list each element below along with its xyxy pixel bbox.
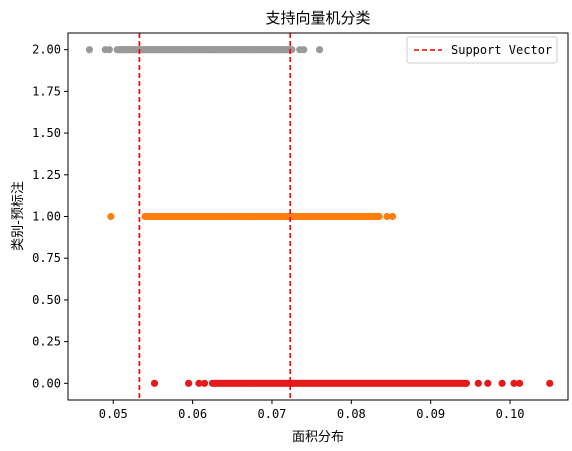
- x-tick-label: 0.05: [99, 407, 128, 421]
- data-point: [105, 46, 113, 54]
- data-point: [288, 46, 296, 54]
- x-axis-label: 面积分布: [292, 430, 344, 445]
- data-point: [510, 379, 518, 387]
- x-tick-label: 0.09: [416, 407, 445, 421]
- x-tick-label: 0.08: [337, 407, 366, 421]
- support-vector-lines: [138, 33, 292, 400]
- data-point: [85, 46, 94, 54]
- data-point: [300, 46, 308, 54]
- data-point: [383, 212, 391, 221]
- y-axis-label: 类别-预标注: [11, 181, 26, 251]
- data-point: [315, 46, 324, 54]
- y-tick-label: 0.25: [32, 335, 61, 349]
- data-point: [515, 379, 524, 387]
- y-tick-label: 0.00: [32, 376, 61, 390]
- y-tick-label: 1.25: [32, 168, 61, 182]
- y-tick-label: 1.75: [32, 84, 61, 98]
- data-point: [200, 379, 209, 387]
- data-point: [195, 379, 203, 387]
- data-point: [389, 212, 397, 221]
- x-tick-label: 0.07: [258, 407, 287, 421]
- legend-entry-support-vector: Support Vector: [451, 43, 552, 57]
- data-point: [484, 379, 492, 387]
- axes: 0.05 0.06 0.07 0.08 0.09 0.10 0.00 0.25 0.50 0.75…: [32, 32, 569, 421]
- data-point: [462, 379, 471, 387]
- y-tick-label: 0.50: [32, 293, 61, 307]
- data-point: [474, 379, 482, 387]
- y-tick-label: 2.00: [32, 43, 61, 57]
- data-point: [107, 212, 115, 221]
- data-point: [150, 379, 159, 387]
- chart-title: 支持向量机分类: [265, 9, 370, 27]
- legend: Support Vector: [406, 36, 558, 64]
- data-point: [498, 379, 506, 387]
- y-tick-label: 0.75: [32, 251, 61, 265]
- data-point: [185, 379, 193, 387]
- data-points: [85, 46, 554, 387]
- data-point: [546, 379, 554, 387]
- y-tick-label: 1.50: [32, 126, 61, 140]
- data-point: [375, 212, 383, 221]
- x-tick-label: 0.10: [496, 407, 525, 421]
- x-tick-label: 0.06: [178, 407, 207, 421]
- legend-box: [406, 36, 558, 64]
- y-tick-label: 1.00: [32, 210, 61, 224]
